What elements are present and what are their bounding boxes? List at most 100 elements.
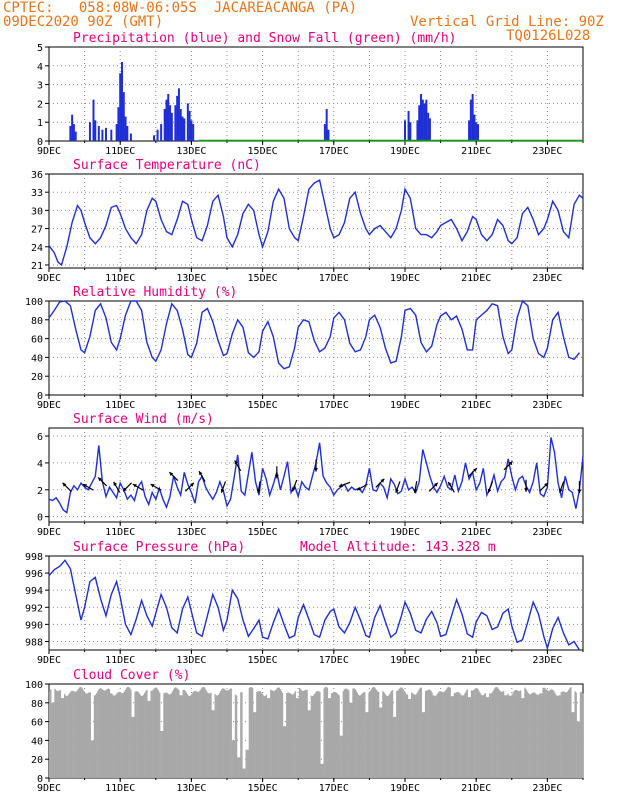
cloud-bar xyxy=(199,690,201,778)
cloud-bar xyxy=(575,692,577,778)
cloud-bar xyxy=(167,693,169,778)
cloud-bar xyxy=(288,692,290,778)
cloud-bar xyxy=(507,693,509,778)
cloud-bar xyxy=(102,689,104,778)
cloud-bar xyxy=(172,689,175,778)
cloud-bar xyxy=(95,693,98,778)
x-tick-label: 9DEC xyxy=(37,655,61,666)
cloud-bar xyxy=(528,694,530,778)
cloud-bar xyxy=(581,693,584,778)
cloud-bar xyxy=(61,698,64,778)
cloud-bar xyxy=(405,694,408,778)
x-tick-label: 9DEC xyxy=(37,527,61,538)
precip-bar xyxy=(74,131,77,141)
cloud-bar xyxy=(211,710,213,778)
cloud-bar xyxy=(477,689,479,778)
cloud-bar xyxy=(107,688,110,778)
cloud-bar xyxy=(558,695,560,778)
cloud-bar xyxy=(193,691,195,778)
y-tick-label: 100 xyxy=(25,680,43,691)
cloud-bar xyxy=(476,688,478,778)
cloud-bar xyxy=(103,690,105,778)
cloud-bar xyxy=(160,731,162,778)
wind-arrow-head xyxy=(559,488,563,493)
cloud-bar xyxy=(136,691,138,778)
cloud-bar xyxy=(144,692,146,778)
cloud-bar xyxy=(310,695,313,778)
wind-arrow-head xyxy=(448,481,452,486)
cloud-bar xyxy=(49,691,51,778)
cloud-bar xyxy=(260,692,262,778)
cloud-bar xyxy=(460,694,462,778)
wind-arrow-head xyxy=(357,486,362,491)
series-line-rh xyxy=(48,299,580,370)
cloud-bar xyxy=(223,688,225,778)
precip-bar xyxy=(423,103,426,141)
cloud-bar xyxy=(427,690,429,778)
cloud-bar xyxy=(426,690,428,778)
wind-arrow-head xyxy=(274,474,279,479)
cloud-bar xyxy=(91,740,94,778)
cloud-bar xyxy=(519,690,522,778)
precip-bar xyxy=(92,99,95,141)
cloud-bar xyxy=(413,694,415,778)
x-tick-label: 21DEC xyxy=(461,400,491,411)
cloud-bar xyxy=(529,694,531,778)
panel-cloud xyxy=(45,683,584,782)
x-tick-label: 23DEC xyxy=(532,273,562,284)
cloud-bar xyxy=(99,688,101,778)
cloud-bar xyxy=(395,716,397,778)
cloud-bar xyxy=(165,692,167,778)
cloud-bar xyxy=(135,691,137,778)
cloud-bar xyxy=(51,702,53,778)
cloud-bar xyxy=(154,687,157,778)
precip-bar xyxy=(186,103,189,141)
cloud-bar xyxy=(229,688,231,778)
cloud-bar xyxy=(369,691,371,778)
cloud-bar xyxy=(264,695,267,778)
cloud-bar xyxy=(94,694,97,778)
x-tick-label: 11DEC xyxy=(105,527,135,538)
cloud-bar xyxy=(330,693,333,778)
precip-bar xyxy=(110,129,113,141)
cloud-bar xyxy=(539,693,541,778)
cloud-bar xyxy=(451,696,454,778)
precip-bar xyxy=(421,99,424,141)
cloud-bar xyxy=(316,691,318,778)
wind-arrow-head xyxy=(577,489,582,494)
cloud-bar xyxy=(430,690,432,778)
cloud-bar xyxy=(59,690,62,778)
cloud-bar xyxy=(121,693,123,778)
cloud-bar xyxy=(115,694,117,778)
precip-bar xyxy=(407,110,410,141)
cloud-bar xyxy=(200,688,203,778)
cloud-bar xyxy=(420,687,423,778)
x-tick-label: 15DEC xyxy=(248,146,278,157)
precip-bar xyxy=(126,125,129,141)
cloud-bar xyxy=(173,687,176,778)
x-tick-label: 23DEC xyxy=(532,655,562,666)
cloud-bar xyxy=(294,691,297,778)
x-tick-label: 19DEC xyxy=(390,783,420,794)
cloud-bar xyxy=(146,689,148,778)
cloud-bar xyxy=(249,686,252,778)
cloud-bar xyxy=(464,693,466,778)
cloud-bar xyxy=(145,691,147,778)
precip-bar xyxy=(101,129,104,141)
x-tick-label: 13DEC xyxy=(176,527,206,538)
cloud-bar xyxy=(117,692,119,778)
cloud-bar xyxy=(523,698,525,778)
precip-bar xyxy=(181,116,184,141)
cloud-bar xyxy=(97,691,99,778)
cloud-bar xyxy=(75,691,78,778)
cloud-bar xyxy=(431,692,433,778)
cloud-bar xyxy=(541,693,543,778)
cloud-bar xyxy=(271,690,273,778)
cloud-bar xyxy=(465,690,467,778)
cloud-bar xyxy=(568,689,570,778)
cloud-bar xyxy=(184,690,187,778)
cloud-bar xyxy=(478,690,480,778)
y-tick-label: 80 xyxy=(31,316,43,327)
cloud-bar xyxy=(542,687,544,778)
cloud-bar xyxy=(161,731,163,778)
